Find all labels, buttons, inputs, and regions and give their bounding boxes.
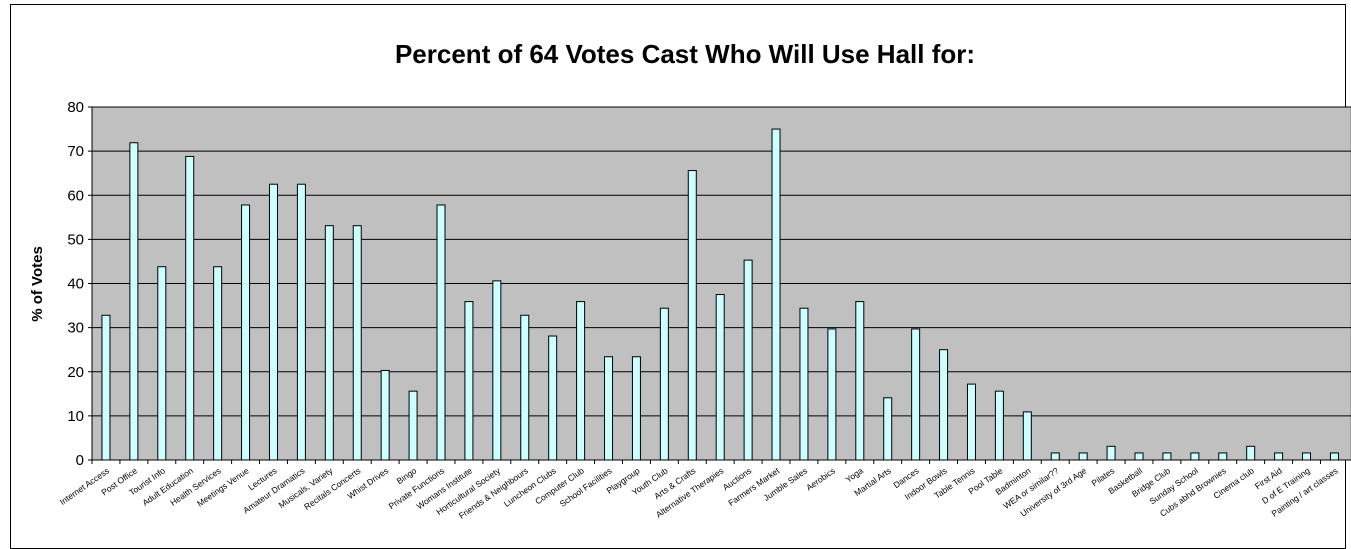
bar	[743, 259, 753, 461]
bar	[1329, 452, 1339, 461]
y-tick-label: 10	[67, 408, 84, 425]
bar	[436, 204, 446, 461]
x-tick-label: Yoga	[844, 465, 866, 484]
bar	[631, 356, 641, 461]
bar	[771, 128, 781, 461]
y-tick-label: 30	[67, 320, 84, 337]
y-tick-label: 40	[67, 276, 84, 293]
bar	[464, 301, 474, 461]
y-tick-label: 80	[67, 99, 84, 116]
bar	[324, 225, 334, 461]
bar	[827, 328, 837, 461]
bar	[241, 204, 251, 461]
bar	[185, 155, 195, 461]
bar	[380, 369, 390, 461]
bar	[352, 225, 362, 461]
bar	[1274, 452, 1284, 461]
bar	[604, 356, 614, 461]
bar	[1050, 452, 1060, 461]
y-tick-label: 70	[67, 143, 84, 160]
bar	[213, 266, 223, 461]
bar	[911, 328, 921, 461]
bar	[939, 349, 949, 461]
bar	[157, 266, 167, 461]
bar	[715, 294, 725, 461]
bar	[966, 383, 976, 461]
y-tick-label: 50	[67, 231, 84, 248]
bar	[129, 142, 139, 461]
chart-title: Percent of 64 Votes Cast Who Will Use Ha…	[395, 39, 975, 69]
bar	[883, 397, 893, 461]
bar	[548, 335, 558, 461]
bar	[492, 280, 502, 461]
bar	[1218, 452, 1228, 461]
bar	[799, 307, 809, 461]
bar	[1106, 445, 1116, 461]
bar	[1134, 452, 1144, 461]
x-tick-label: Aerobics	[804, 465, 837, 492]
bar	[994, 390, 1004, 461]
bar	[408, 390, 418, 461]
bar	[687, 170, 697, 461]
bar	[296, 183, 306, 461]
bar	[1078, 452, 1088, 461]
bar	[101, 314, 111, 461]
bar	[1022, 411, 1032, 461]
bar	[1162, 452, 1172, 461]
bar	[520, 314, 530, 461]
y-tick-label: 20	[67, 364, 84, 381]
y-axis-label: % of Votes	[29, 246, 46, 322]
bar	[855, 301, 865, 461]
y-tick-label: 60	[67, 187, 84, 204]
bar	[1190, 452, 1200, 461]
bar	[1246, 445, 1256, 461]
bar	[576, 301, 586, 461]
bar	[1302, 452, 1312, 461]
y-tick-label: 0	[76, 452, 84, 469]
bar	[659, 307, 669, 461]
bar	[268, 183, 278, 461]
